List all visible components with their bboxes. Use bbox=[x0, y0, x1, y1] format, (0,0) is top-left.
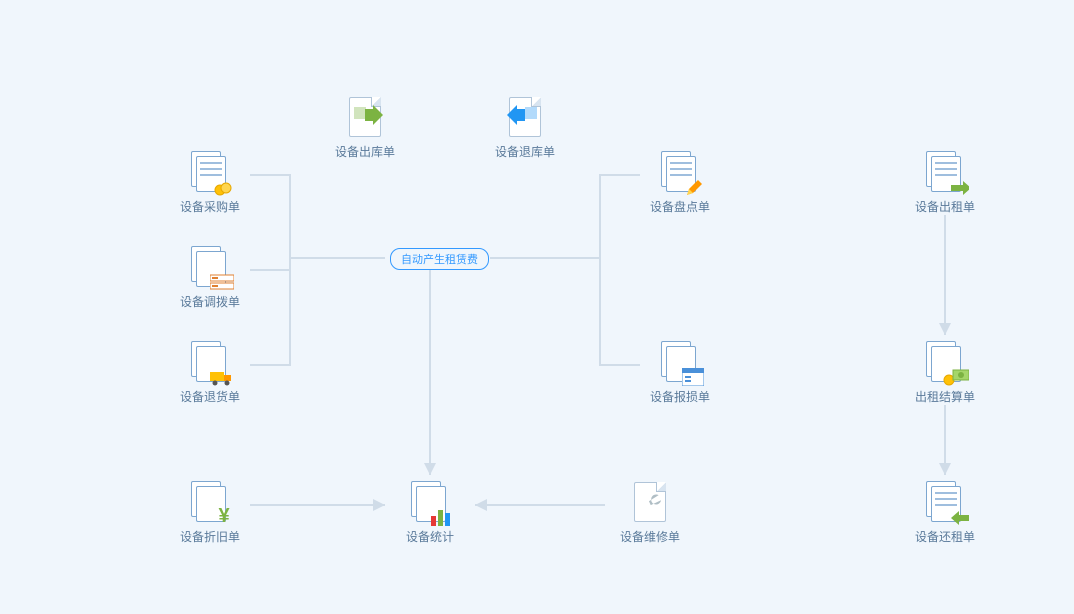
node-depreciate[interactable]: ¥ 设备折旧单 bbox=[170, 480, 250, 545]
node-lease-back[interactable]: 设备还租单 bbox=[905, 480, 985, 545]
node-label: 出租结算单 bbox=[915, 388, 975, 405]
doc-coins-icon bbox=[188, 150, 232, 194]
node-lease-out[interactable]: 设备出租单 bbox=[905, 150, 985, 215]
node-label: 设备维修单 bbox=[620, 528, 680, 545]
node-label: 设备采购单 bbox=[180, 198, 240, 215]
node-repair[interactable]: 设备维修单 bbox=[610, 480, 690, 545]
auto-lease-fee-pill: 自动产生租赁费 bbox=[390, 248, 489, 270]
doc-green-left-icon bbox=[923, 480, 967, 524]
node-damage[interactable]: 设备报损单 bbox=[640, 340, 720, 405]
node-outbound[interactable]: 设备出库单 bbox=[325, 95, 405, 160]
doc-yen-icon: ¥ bbox=[188, 480, 232, 524]
doc-green-right-icon bbox=[923, 150, 967, 194]
page-wrench-icon bbox=[628, 480, 672, 524]
node-label: 设备出租单 bbox=[915, 198, 975, 215]
node-purchase[interactable]: 设备采购单 bbox=[170, 150, 250, 215]
node-label: 设备退库单 bbox=[495, 143, 555, 160]
node-label: 设备还租单 bbox=[915, 528, 975, 545]
doc-list-icon bbox=[658, 340, 702, 384]
node-inbound[interactable]: 设备退库单 bbox=[485, 95, 565, 160]
node-label: 设备退货单 bbox=[180, 388, 240, 405]
doc-money-icon bbox=[923, 340, 967, 384]
node-label: 设备盘点单 bbox=[650, 198, 710, 215]
node-return[interactable]: 设备退货单 bbox=[170, 340, 250, 405]
doc-form-icon bbox=[188, 245, 232, 289]
node-transfer[interactable]: 设备调拨单 bbox=[170, 245, 250, 310]
node-inventory[interactable]: 设备盘点单 bbox=[640, 150, 720, 215]
node-label: 设备调拨单 bbox=[180, 293, 240, 310]
page-blue-arrow-icon bbox=[503, 95, 547, 139]
node-label: 设备出库单 bbox=[335, 143, 395, 160]
page-green-arrow-icon bbox=[343, 95, 387, 139]
node-stats[interactable]: 设备统计 bbox=[390, 480, 470, 545]
doc-pencil-icon bbox=[658, 150, 702, 194]
node-label: 设备统计 bbox=[406, 528, 454, 545]
svg-text:¥: ¥ bbox=[218, 505, 230, 526]
doc-chart-icon bbox=[408, 480, 452, 524]
node-label: 设备报损单 bbox=[650, 388, 710, 405]
node-settlement[interactable]: 出租结算单 bbox=[905, 340, 985, 405]
doc-truck-icon bbox=[188, 340, 232, 384]
pill-label: 自动产生租赁费 bbox=[401, 254, 478, 266]
node-label: 设备折旧单 bbox=[180, 528, 240, 545]
